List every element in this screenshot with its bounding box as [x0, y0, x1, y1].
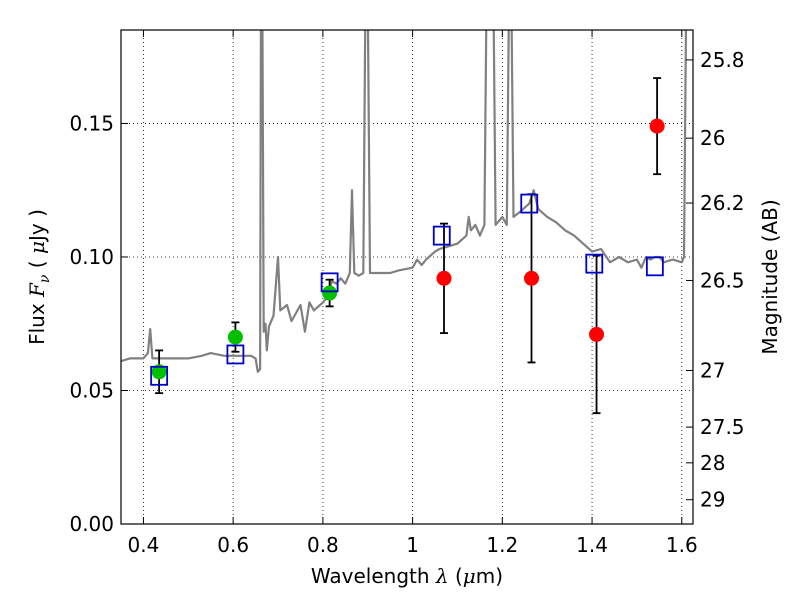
data-point: [151, 364, 167, 380]
plot-frame: [120, 29, 694, 525]
data-point: [227, 329, 243, 345]
y-tick-label: 0.00: [69, 512, 114, 536]
y2-tick-label: 27: [700, 358, 725, 382]
data-point: [322, 285, 338, 301]
y-tick-label: 0.15: [69, 111, 114, 135]
x-tick-label: 0.4: [128, 533, 160, 557]
model-square: [645, 256, 664, 277]
x-tick-label: 0.8: [307, 533, 339, 557]
x-tick-label: 1.4: [576, 533, 608, 557]
data-layer: [121, 30, 688, 415]
spectrum-line: [121, 30, 688, 373]
y2-tick-label: 26.5: [700, 268, 745, 292]
x-tick-label: 1: [406, 533, 419, 557]
ticks: 0.4 0.6 0.8 1 1.2 1.4 1.6 0.00 0.05 0.10 0.15 25.8 2…: [69, 30, 745, 557]
data-point: [589, 326, 605, 342]
data-point: [436, 270, 452, 286]
x-axis-label: Wavelength λ (μm): [311, 564, 503, 588]
y2-tick-label: 28: [700, 451, 725, 475]
model-square: [520, 193, 539, 214]
y2-tick-label: 27.5: [700, 415, 745, 439]
y2-tick-label: 26.2: [700, 191, 745, 215]
plot-background: [121, 30, 693, 524]
y-axis-label: Flux Fν ( μJy ): [25, 209, 53, 345]
x-tick-label: 1.6: [666, 533, 698, 557]
y2-tick-label: 25.8: [700, 48, 745, 72]
y-tick-label: 0.05: [69, 378, 114, 402]
y-tick-label: 0.10: [69, 245, 114, 269]
model-square: [150, 365, 169, 386]
y2-tick-label: 29: [700, 488, 725, 512]
data-point: [523, 270, 539, 286]
model-square: [320, 272, 339, 293]
model-square: [226, 344, 245, 365]
y2-axis-label: Magnitude (AB): [758, 199, 782, 354]
y2-tick-label: 26: [700, 126, 725, 150]
data-point: [649, 118, 665, 134]
model-square: [585, 253, 604, 274]
model-square: [432, 225, 451, 246]
x-tick-label: 0.6: [217, 533, 249, 557]
grid: [121, 30, 693, 524]
x-tick-label: 1.2: [486, 533, 518, 557]
